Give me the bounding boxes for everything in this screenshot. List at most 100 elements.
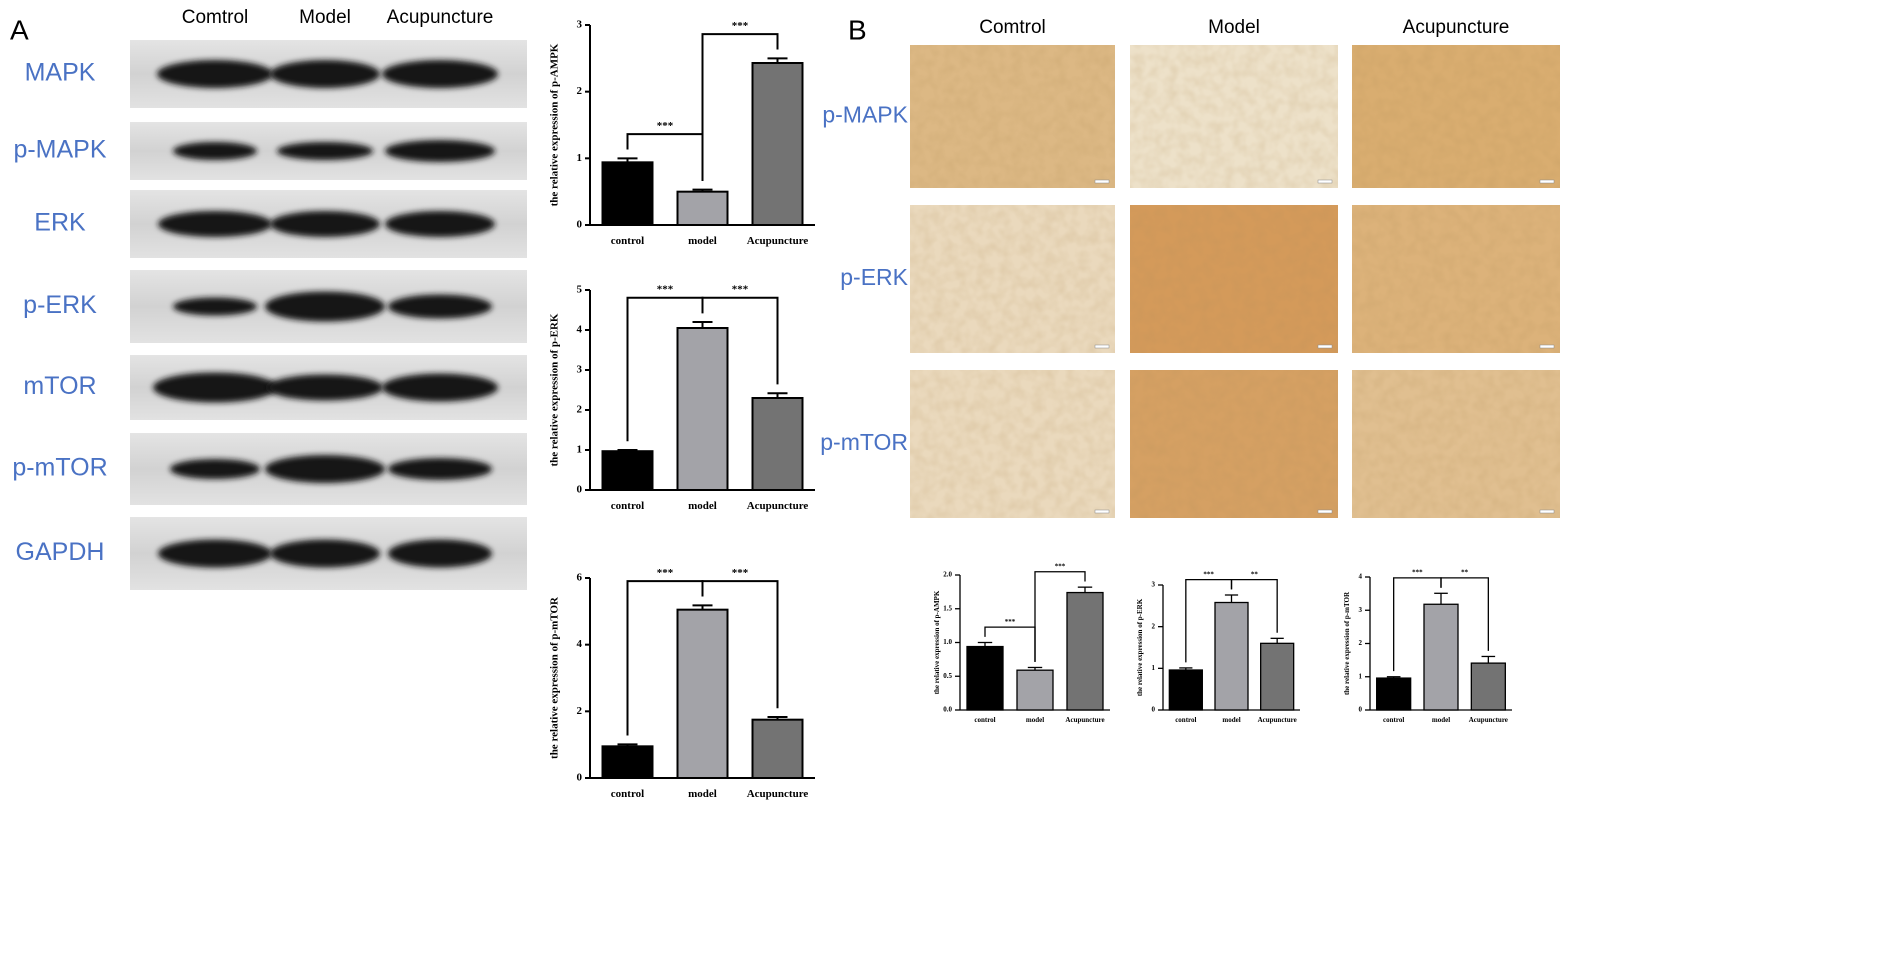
protein-label: mTOR (23, 372, 96, 400)
x-tick-label: control (611, 500, 644, 512)
protein-label: p-MAPK (13, 136, 106, 164)
bar (601, 745, 654, 779)
y-tick-label: 3 (577, 364, 583, 376)
y-tick-label: 2 (1152, 622, 1156, 630)
y-tick-label: 0 (1359, 706, 1363, 714)
significance-label: *** (732, 20, 749, 32)
ihc-texture (1130, 370, 1338, 518)
lane-label: Acupuncture (387, 7, 494, 28)
column-label: Model (1208, 17, 1260, 38)
scale-bar (1317, 179, 1333, 184)
x-tick-label: control (611, 235, 644, 247)
significance-bracket (1034, 571, 1086, 662)
x-tick-label: model (688, 500, 717, 512)
blot-band (267, 374, 383, 401)
scale-bar (1317, 509, 1333, 514)
blot-band (388, 539, 492, 568)
y-tick-label: 1 (577, 152, 583, 164)
lane-label: Model (299, 7, 351, 28)
ihc-texture (910, 370, 1115, 518)
y-tick-label: 1 (577, 444, 583, 456)
y-axis-label: the relative expression of p-AMPK (933, 590, 941, 694)
bar (1470, 662, 1506, 711)
y-tick-label: 2 (1359, 639, 1363, 647)
significance-label: *** (1412, 569, 1423, 577)
ihc-texture (1130, 45, 1338, 188)
row-label: p-ERK (840, 264, 908, 290)
y-tick-label: 2.0 (943, 571, 952, 579)
protein-label: ERK (34, 209, 86, 237)
scale-bar (1094, 344, 1110, 349)
y-axis-label: the relative expression of p-mTOR (548, 596, 560, 759)
protein-label: MAPK (25, 59, 96, 87)
y-tick-label: 0 (577, 772, 583, 784)
significance-label: *** (1203, 570, 1214, 578)
bar (1376, 677, 1412, 711)
x-tick-label: model (688, 235, 717, 247)
bar (751, 397, 804, 491)
x-tick-label: control (1175, 716, 1196, 724)
blot-band (382, 373, 498, 402)
lane-label: Comtrol (182, 7, 249, 28)
bar (601, 161, 654, 226)
blot-band (157, 60, 273, 88)
scale-bar (1539, 344, 1555, 349)
blot-band (158, 211, 272, 237)
blot-band (153, 372, 277, 403)
panel-label: B (848, 14, 867, 45)
blot-band (173, 142, 257, 160)
x-tick-label: model (688, 788, 717, 800)
bar (676, 608, 729, 780)
blot-band (388, 294, 492, 319)
blot-band (265, 455, 385, 483)
blot-band (173, 297, 257, 316)
column-label: Comtrol (979, 17, 1046, 38)
x-tick-label: Acupuncture (1258, 716, 1297, 724)
blot-band (270, 211, 380, 237)
ihc-texture (1130, 205, 1338, 353)
significance-bracket (701, 580, 779, 709)
blot-band (158, 539, 272, 568)
ihc-images: Comtrol Model Acupuncture p-MAPK p-ERK p-mTOR (820, 17, 1560, 518)
scale-bar (1539, 509, 1555, 514)
blot-band (170, 459, 260, 479)
row-label: p-mTOR (820, 429, 908, 455)
y-tick-label: 4 (577, 324, 583, 336)
y-tick-label: 3 (1359, 606, 1363, 614)
y-tick-label: 1 (1359, 672, 1363, 680)
significance-label: ** (1461, 569, 1469, 577)
x-tick-label: control (974, 716, 995, 724)
bar (751, 62, 804, 226)
ihc-texture (1352, 45, 1560, 188)
x-tick-label: control (611, 788, 644, 800)
y-tick-label: 1.5 (943, 604, 952, 612)
y-tick-label: 0 (1152, 706, 1156, 714)
y-tick-label: 0.5 (943, 672, 952, 680)
blot-band (277, 142, 373, 160)
significance-label: *** (1005, 618, 1016, 626)
y-tick-label: 2 (577, 705, 583, 717)
bar (1168, 669, 1203, 711)
x-tick-label: model (1222, 716, 1240, 724)
panel-label: A (10, 14, 29, 45)
bar (1260, 642, 1295, 711)
y-tick-label: 3 (577, 19, 583, 31)
significance-label: *** (657, 120, 674, 132)
y-tick-label: 6 (577, 572, 583, 584)
y-tick-label: 4 (1359, 573, 1363, 581)
y-axis-label: the relative expression of p-ERK (548, 313, 560, 466)
x-tick-label: Acupuncture (747, 235, 809, 247)
x-tick-label: Acupuncture (1065, 716, 1104, 724)
y-tick-label: 1 (1152, 664, 1156, 672)
ihc-texture (1352, 205, 1560, 353)
bar (1423, 603, 1459, 711)
bar (1214, 601, 1249, 711)
y-tick-label: 0 (577, 219, 583, 231)
y-axis-label: the relative expression of p-mTOR (1343, 591, 1351, 695)
y-tick-label: 0.0 (943, 706, 952, 714)
bar (1066, 591, 1104, 711)
y-tick-label: 1.0 (943, 638, 952, 646)
significance-label: *** (657, 284, 674, 296)
